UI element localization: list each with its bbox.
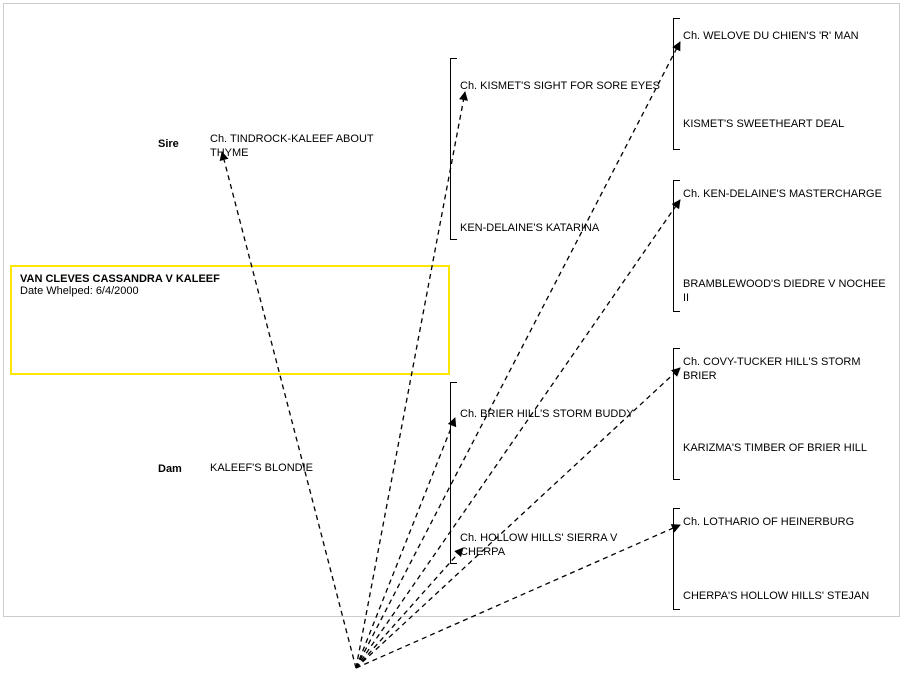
gen3-sire-dam: KEN-DELAINE'S KATARINA <box>460 222 660 236</box>
gen4-item-2: Ch. KEN-DELAINE'S MASTERCHARGE <box>683 188 893 202</box>
gen4-item-1: KISMET'S SWEETHEART DEAL <box>683 118 893 132</box>
bracket-gen3-top <box>450 58 457 240</box>
gen4-item-5: KARIZMA'S TIMBER OF BRIER HILL <box>683 442 893 456</box>
subject-name: VAN CLEVES CASSANDRA V KALEEF <box>20 273 440 285</box>
gen3-dam-dam: Ch. HOLLOW HILLS' SIERRA V CHERPA <box>460 532 660 560</box>
gen2-sire: Ch. TINDROCK-KALEEF ABOUT THYME <box>210 133 410 161</box>
gen4-item-7: CHERPA'S HOLLOW HILLS' STEJAN <box>683 590 893 604</box>
gen3-sire-sire: Ch. KISMET'S SIGHT FOR SORE EYES <box>460 80 660 94</box>
role-label-dam: Dam <box>158 463 182 477</box>
gen4-item-0: Ch. WELOVE DU CHIEN'S 'R' MAN <box>683 30 893 44</box>
bracket-gen4-0 <box>673 18 680 150</box>
role-label-sire: Sire <box>158 138 179 152</box>
gen2-dam: KALEEF'S BLONDIE <box>210 462 410 476</box>
gen4-item-3: BRAMBLEWOOD'S DIEDRE V NOCHEE II <box>683 278 893 306</box>
gen4-item-4: Ch. COVY-TUCKER HILL'S STORM BRIER <box>683 356 893 384</box>
bracket-gen4-2 <box>673 348 680 480</box>
bracket-gen4-3 <box>673 508 680 610</box>
subject-box: VAN CLEVES CASSANDRA V KALEEF Date Whelp… <box>10 265 450 375</box>
gen3-dam-sire: Ch. BRIER HILL'S STORM BUDDY <box>460 408 660 422</box>
bracket-gen3-bottom <box>450 382 457 564</box>
gen4-item-6: Ch. LOTHARIO OF HEINERBURG <box>683 516 893 530</box>
subject-whelped: Date Whelped: 6/4/2000 <box>20 285 440 297</box>
bracket-gen4-1 <box>673 180 680 312</box>
